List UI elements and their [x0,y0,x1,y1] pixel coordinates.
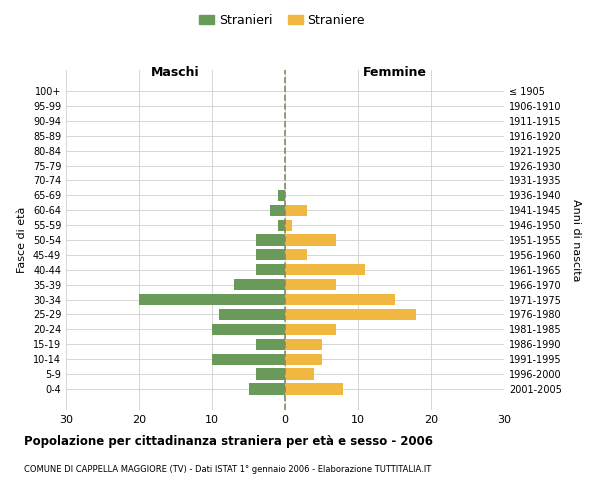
Bar [285,338,322,350]
Bar [139,294,285,305]
Bar [285,264,365,276]
Bar [256,264,285,276]
Bar [212,354,285,365]
Bar [220,309,285,320]
Bar [285,220,292,230]
Bar [285,309,416,320]
Bar [285,324,336,335]
Bar [285,204,307,216]
Y-axis label: Fasce di età: Fasce di età [17,207,27,273]
Bar [234,279,285,290]
Bar [256,368,285,380]
Bar [285,384,343,394]
Bar [212,324,285,335]
Bar [278,190,285,201]
Y-axis label: Anni di nascita: Anni di nascita [571,198,581,281]
Bar [285,250,307,260]
Bar [285,294,395,305]
Text: Femmine: Femmine [362,66,427,79]
Bar [278,220,285,230]
Bar [285,354,322,365]
Bar [256,234,285,246]
Bar [248,384,285,394]
Text: Popolazione per cittadinanza straniera per età e sesso - 2006: Popolazione per cittadinanza straniera p… [24,435,433,448]
Bar [285,368,314,380]
Bar [256,338,285,350]
Text: COMUNE DI CAPPELLA MAGGIORE (TV) - Dati ISTAT 1° gennaio 2006 - Elaborazione TUT: COMUNE DI CAPPELLA MAGGIORE (TV) - Dati … [24,465,431,474]
Bar [256,250,285,260]
Bar [285,279,336,290]
Bar [285,234,336,246]
Legend: Stranieri, Straniere: Stranieri, Straniere [194,8,370,32]
Text: Maschi: Maschi [151,66,200,79]
Bar [271,204,285,216]
